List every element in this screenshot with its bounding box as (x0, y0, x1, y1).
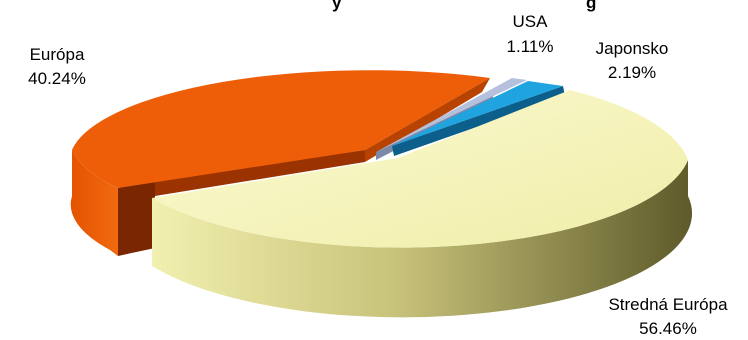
pie-slice-japonsko (392, 81, 565, 156)
label-europa-name: Európa (30, 45, 85, 64)
label-stredna-europa-name: Stredná Európa (608, 295, 728, 314)
pie-slice-europa-side (70, 150, 118, 256)
chart-title-fragment-left: y (332, 0, 342, 12)
pie-slice-europa-top (72, 70, 490, 188)
label-usa-value: 1.11% (507, 37, 554, 56)
label-japonsko-name: Japonsko (596, 39, 669, 58)
pie-slice-japonsko-side (392, 86, 565, 156)
pie-slice-europa-inner-face (155, 150, 365, 196)
pie-slice-stredna-europa-side (152, 160, 693, 318)
label-usa-name: USA (513, 12, 549, 31)
pie-slice-japonsko-top (392, 81, 563, 146)
label-japonsko-value: 2.19% (608, 63, 656, 82)
label-europa-value: 40.24% (28, 69, 86, 88)
pie-slice-europa-cut-face (118, 180, 155, 256)
pie-slice-stredna-europa (152, 90, 693, 318)
label-stredna-europa-value: 56.46% (639, 319, 697, 338)
chart-title-fragment-right: g (586, 0, 596, 12)
pie-slice-usa-top (376, 78, 527, 152)
pie-slice-stredna-europa-top (152, 90, 688, 248)
